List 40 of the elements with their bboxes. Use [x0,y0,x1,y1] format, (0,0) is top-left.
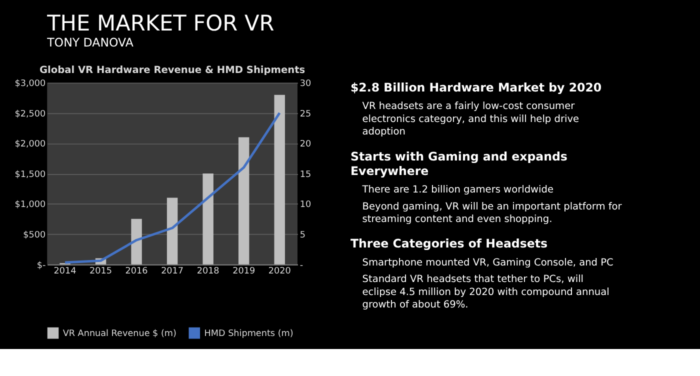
y-tick-label: $2,500 [14,109,46,120]
legend-label: HMD Shipments (m) [204,329,294,339]
text: Three Categories of Headsets [350,236,548,251]
chart-title: Global VR Hardware Revenue & HMD Shipments [39,64,306,76]
bar [202,174,214,264]
x-tick-label: 2014 [54,266,77,277]
x-tick-label: 2015 [90,266,112,277]
x-tick-label: 2017 [161,266,184,277]
text: Starts with Gaming and expands Everywhere [350,149,568,178]
x-tick-label: 2020 [268,266,292,277]
y-tick-label: $1,000 [14,200,46,210]
y2-tick-label: 10 [300,200,312,210]
y-tick-label: $- [36,260,46,271]
y2-tick-label: 30 [300,79,312,90]
bar [274,94,285,264]
y-tick-label: $2,000 [14,140,46,150]
y2-tick-label: - [300,260,304,271]
text: THE MARKET FOR VR [46,12,274,37]
text: $2.8 Billion Hardware Market by 2020 [350,80,602,95]
y2-tick-label: 15 [300,170,312,180]
y-tick-label: $500 [23,230,46,240]
text: Smartphone mounted VR, Gaming Console, and PC [362,257,614,268]
x-tick-label: 2018 [196,266,220,277]
y2-tick-label: 25 [300,109,312,120]
text: VR headsets are a fairly low-cost consumer electronics category, and this will help drive adoption [362,101,580,138]
line-series [64,112,281,264]
text: TONY DANOVA [46,35,134,50]
y-tick-label: $1,500 [14,170,46,180]
legend-label: VR Annual Revenue $ (m) [62,329,176,339]
bar [166,198,178,264]
text: Beyond gaming, VR will be an important platform for streaming content and even shopping. [362,201,623,226]
y-tick-label: $3,000 [14,79,46,90]
x-tick-label: 2016 [125,266,148,277]
bar [131,218,142,264]
y2-tick-label: 5 [300,230,306,240]
x-tick-label: 2019 [232,266,256,277]
y2-tick-label: 20 [300,140,312,150]
text: There are 1.2 billion gamers worldwide [361,184,554,196]
bar [238,137,250,264]
text: Standard VR headsets that tether to PCs, will eclipse 4.5 million by 2020 with compound annual growth of about 69%. [362,274,610,311]
